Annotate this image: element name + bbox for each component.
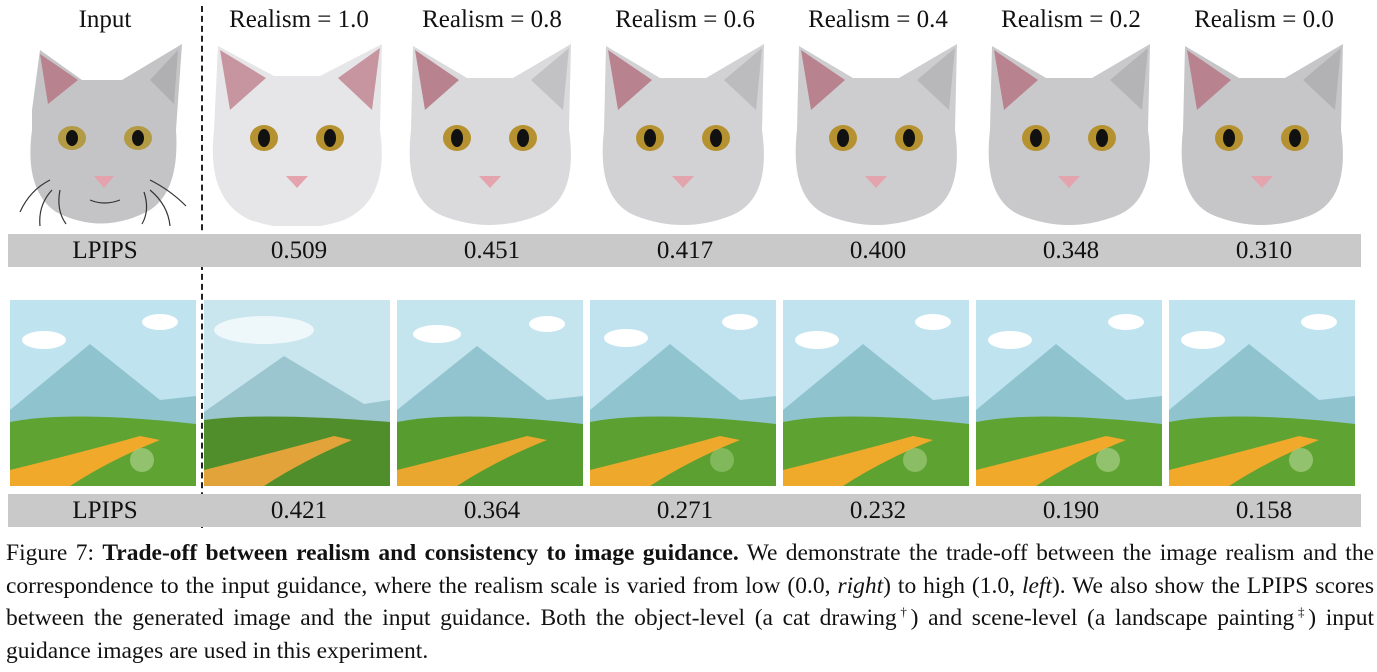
column-header-realism-0.0: Realism = 0.0 [1194, 6, 1334, 33]
double-dagger-footnote-mark: ‡ [1294, 604, 1309, 620]
column-header-realism-0.8: Realism = 0.8 [422, 6, 562, 33]
column-header-realism-0.6: Realism = 0.6 [615, 6, 755, 33]
caption-text: ) input guidance images are used in this… [6, 605, 1375, 664]
column-header-realism-0.2: Realism = 0.2 [1001, 6, 1141, 33]
caption-text: ). We also show the LPIPS scores between… [6, 572, 1374, 632]
lpips-value: 0.310 [1235, 237, 1293, 264]
caption-italic-left: left [1021, 572, 1052, 599]
lpips-value: 0.158 [1235, 497, 1293, 524]
column-header-input: Input [78, 6, 132, 33]
cat-realism-0.0-image [1169, 40, 1355, 226]
lpips-bar-cat: LPIPS 0.509 0.451 0.417 0.400 0.348 0.31… [8, 234, 1361, 267]
cat-realism-0.8-image [397, 40, 583, 226]
landscape-realism-0.8-image [397, 300, 583, 486]
lpips-value: 0.509 [270, 237, 328, 264]
lpips-label: LPIPS [72, 237, 138, 264]
lpips-value: 0.421 [270, 497, 328, 524]
caption-text: ) and scene-level (a landscape painting [910, 605, 1295, 631]
lpips-value: 0.190 [1042, 497, 1100, 524]
column-header-realism-1.0: Realism = 1.0 [229, 6, 369, 33]
caption-text: We demonstrate the trade-off between the… [6, 540, 1374, 599]
cat-realism-0.6-image [590, 40, 776, 226]
lpips-value: 0.364 [463, 497, 521, 524]
cat-drawing-image [10, 40, 196, 226]
dagger-footnote-mark: † [896, 604, 911, 620]
landscape-input-painting [10, 300, 196, 486]
landscape-realism-0.0-image [1169, 300, 1355, 486]
landscape-realism-0.6-image [590, 300, 776, 486]
lpips-value: 0.348 [1042, 237, 1100, 264]
landscape-realism-0.4-image [783, 300, 969, 486]
landscape-realism-0.2-image [976, 300, 1162, 486]
column-header-realism-0.4: Realism = 0.4 [808, 6, 948, 33]
lpips-value: 0.417 [656, 237, 714, 264]
lpips-bar-landscape: LPIPS 0.421 0.364 0.271 0.232 0.190 0.15… [8, 494, 1361, 527]
dashed-divider [201, 6, 203, 528]
cat-realism-1.0-image [204, 40, 390, 226]
cat-input-drawing [10, 40, 196, 226]
lpips-label: LPIPS [72, 497, 138, 524]
cat-realism-0.4-image [783, 40, 969, 226]
landscape-realism-1.0-image [204, 300, 390, 486]
caption-title: Trade-off between realism and consistenc… [102, 540, 739, 566]
caption-text: ) to high (1.0, [883, 572, 1022, 599]
lpips-value: 0.451 [463, 237, 521, 264]
figure-label: Figure 7: [6, 540, 94, 566]
figure-caption: Figure 7: Trade-off between realism and … [6, 537, 1374, 667]
cat-realism-0.2-image [976, 40, 1162, 226]
caption-italic-right: right [837, 572, 884, 599]
lpips-value: 0.400 [849, 237, 907, 264]
lpips-value: 0.271 [656, 497, 714, 524]
lpips-value: 0.232 [849, 497, 907, 524]
